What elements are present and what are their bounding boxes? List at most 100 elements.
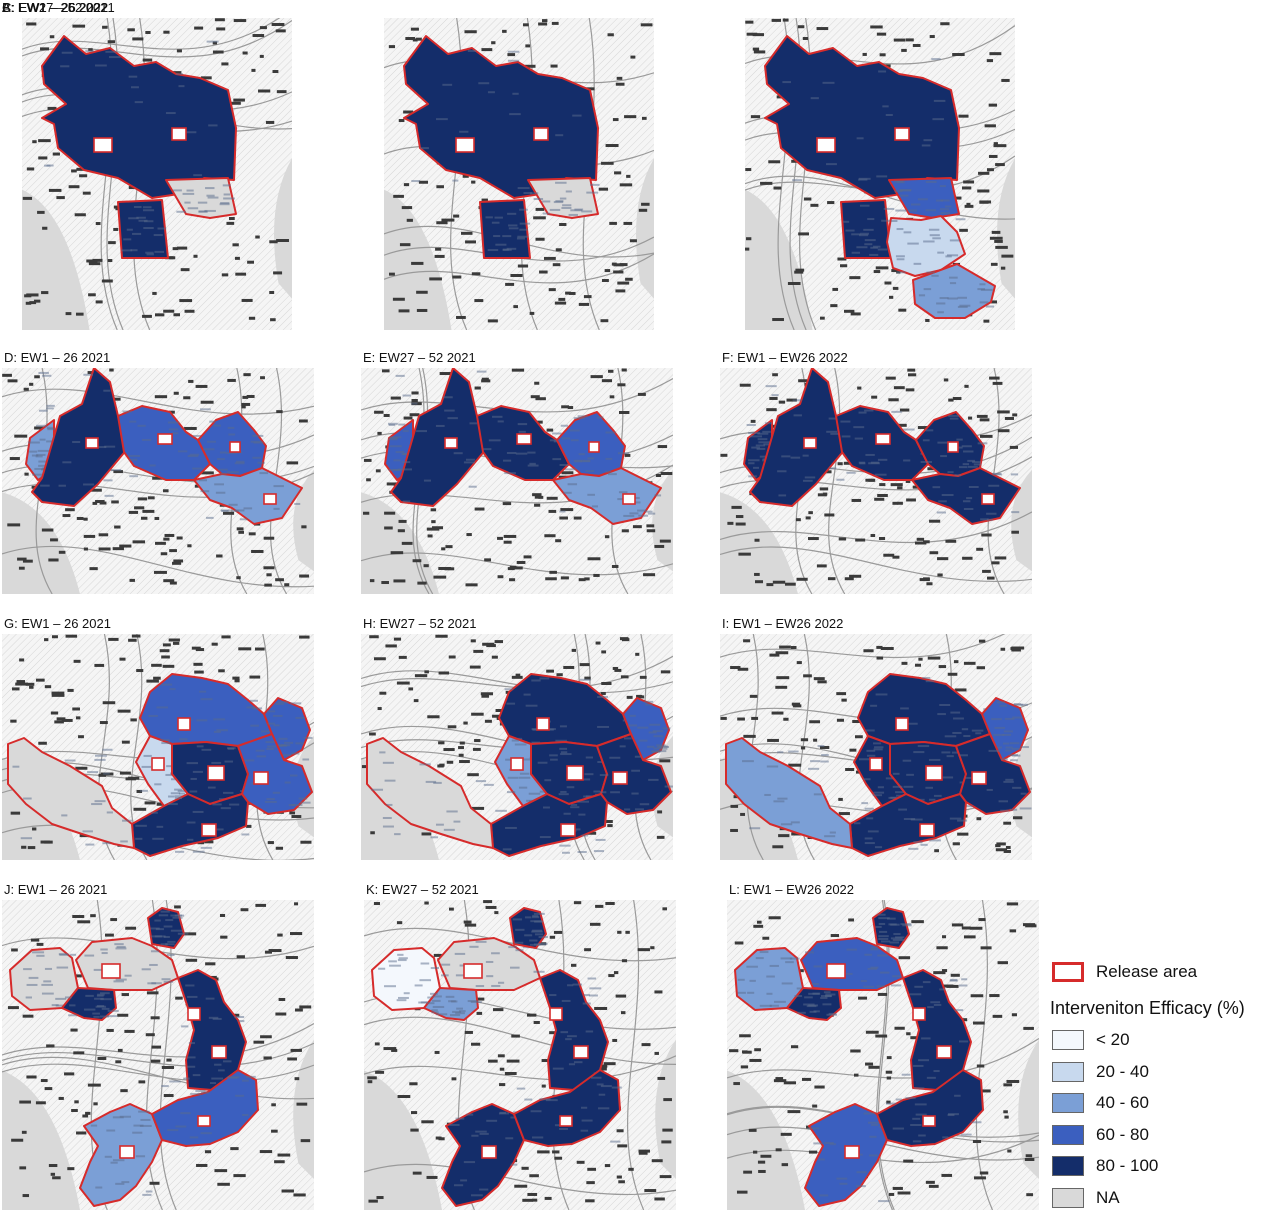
building (561, 405, 570, 409)
building (600, 691, 606, 695)
building (522, 1198, 534, 1202)
building (963, 935, 976, 939)
building (263, 566, 275, 570)
building (784, 582, 796, 586)
building-in-area (382, 816, 392, 819)
building-in-area (229, 803, 240, 806)
building-in-area (940, 455, 947, 458)
building (961, 186, 972, 190)
building (483, 900, 493, 904)
building (269, 290, 275, 294)
building (172, 561, 182, 565)
building (1003, 821, 1012, 825)
building-in-area (652, 730, 664, 733)
building (542, 19, 548, 23)
building (885, 376, 896, 380)
building (616, 1175, 622, 1179)
building (897, 486, 903, 490)
building-in-area (824, 835, 836, 838)
building (979, 1171, 989, 1175)
building-in-area (933, 794, 942, 797)
building-in-area (169, 688, 176, 691)
building (102, 25, 108, 29)
building (227, 378, 236, 382)
building-in-area (830, 432, 841, 435)
building (19, 658, 25, 662)
building-in-area (892, 1127, 904, 1130)
building-in-area (273, 485, 284, 488)
building-in-area (822, 1003, 832, 1006)
building (989, 376, 1000, 380)
excluded-block (157, 433, 173, 445)
excluded-block (912, 1007, 926, 1021)
building-in-area (149, 963, 158, 966)
building (983, 319, 990, 323)
building-in-area (170, 914, 183, 917)
na-area (274, 158, 292, 299)
building-in-area (577, 851, 587, 854)
building-in-area (937, 251, 944, 254)
building (614, 668, 622, 672)
building-in-area (560, 751, 568, 754)
building-in-area (975, 732, 982, 735)
map-panel-l (727, 900, 1039, 1210)
building-in-area (942, 1136, 949, 1139)
building (730, 804, 739, 808)
building (151, 1045, 162, 1049)
road (364, 1055, 676, 1081)
building-in-area (864, 409, 874, 412)
building (152, 476, 164, 480)
building (294, 902, 299, 906)
building-in-area (432, 999, 441, 1002)
building (544, 1196, 552, 1200)
building-in-area (403, 992, 410, 995)
building-in-area (559, 510, 566, 513)
building (406, 218, 413, 222)
building-in-area (507, 59, 519, 62)
building-in-area (189, 1136, 199, 1139)
building-in-area (574, 208, 584, 211)
building-in-area (534, 933, 544, 936)
building (813, 738, 818, 742)
building-in-area (942, 776, 954, 779)
building-in-area (958, 984, 968, 987)
building (29, 685, 34, 689)
building-in-area (64, 759, 76, 762)
building (172, 641, 180, 645)
building (377, 707, 382, 711)
building (187, 544, 192, 548)
building-in-area (519, 772, 530, 775)
building-in-area (46, 426, 53, 429)
building (169, 256, 176, 260)
building (987, 576, 995, 580)
building (162, 489, 169, 493)
building-in-area (145, 251, 154, 254)
building (34, 426, 46, 430)
na-area (727, 1070, 805, 1210)
building (163, 1094, 174, 1098)
building (398, 519, 407, 523)
building-in-area (177, 932, 189, 935)
building (230, 1147, 239, 1151)
building (838, 797, 843, 801)
building-in-area (152, 837, 164, 840)
building-in-area (896, 228, 904, 231)
building (976, 666, 986, 670)
building (16, 680, 26, 684)
building (473, 649, 484, 653)
building (377, 431, 382, 435)
building (660, 670, 671, 674)
building-in-area (453, 452, 463, 455)
building (832, 287, 839, 291)
building-in-area (863, 1112, 875, 1115)
building-in-area (85, 843, 95, 846)
na-area (364, 1070, 442, 1210)
building (533, 216, 546, 220)
building-in-area (116, 945, 126, 948)
building-in-area (151, 982, 162, 985)
building-in-area (502, 248, 509, 251)
building-in-area (142, 438, 152, 441)
building (29, 301, 37, 305)
building-in-area (205, 997, 215, 1000)
building (296, 1102, 308, 1106)
